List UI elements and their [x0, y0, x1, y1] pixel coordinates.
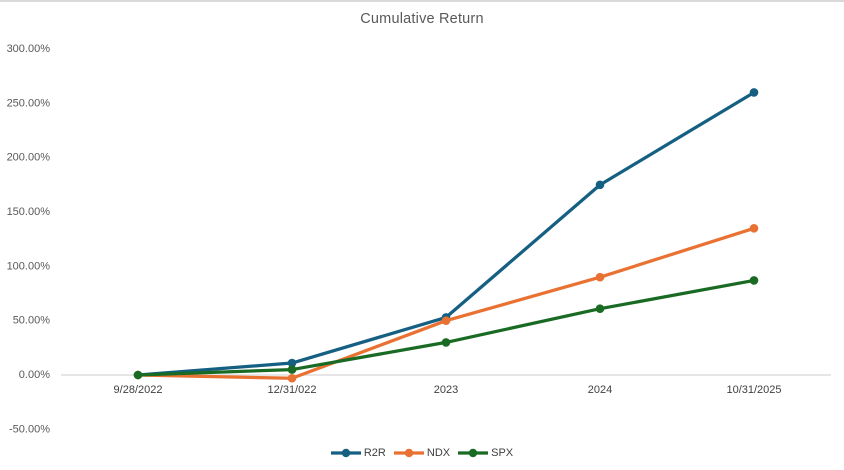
y-axis-tick-label: 200.00%: [7, 152, 51, 164]
series-marker-spx-3: [595, 304, 605, 314]
series-marker-r2r-1: [287, 358, 297, 368]
series-marker-ndx-2: [441, 316, 451, 325]
series-marker-spx-0: [133, 370, 143, 380]
legend-label-ndx: NDX: [426, 447, 451, 459]
y-axis-tick-label: 300.00%: [7, 43, 51, 55]
series-marker-spx-4: [749, 276, 759, 285]
y-axis-tick-label: -50.00%: [9, 423, 50, 435]
x-axis-tick-label: 9/28/2022: [114, 384, 163, 396]
series-marker-ndx-3: [595, 272, 605, 282]
series-marker-r2r-3: [595, 180, 605, 190]
legend-marker-r2r-icon: [330, 448, 361, 458]
y-axis-tick-label: 0.00%: [19, 369, 50, 381]
legend-marker-spx-icon: [458, 448, 489, 458]
x-axis-tick-label: 2023: [434, 384, 458, 396]
x-axis-tick-label: 10/31/2025: [726, 384, 781, 396]
legend-item-ndx: NDX: [393, 447, 451, 459]
y-axis-tick-label: 250.00%: [7, 97, 51, 109]
legend-item-spx: SPX: [458, 447, 513, 459]
chart-title: Cumulative Return: [360, 11, 484, 27]
y-axis-tick-label: 50.00%: [13, 315, 51, 327]
series-line-ndx: [136, 226, 756, 380]
series-marker-r2r-4: [749, 88, 759, 97]
x-axis-tick-label: 2024: [588, 384, 612, 396]
legend-item-r2r: R2R: [330, 447, 386, 459]
series-marker-spx-2: [441, 338, 451, 347]
series-line-r2r: [136, 90, 756, 377]
chart-top-border: [0, 0, 844, 2]
y-axis-tick-label: 100.00%: [7, 260, 51, 272]
series-marker-spx-1: [287, 365, 297, 374]
series-marker-ndx-1: [287, 373, 297, 383]
series-marker-ndx-4: [749, 224, 759, 233]
chart-legend: R2R NDX SPX: [0, 445, 844, 461]
x-axis-tick-label: 12/31/022: [268, 384, 317, 396]
series-line-spx: [136, 278, 756, 377]
legend-marker-ndx-icon: [393, 448, 424, 458]
y-axis-tick-label: 150.00%: [7, 206, 51, 218]
legend-label-r2r: R2R: [363, 447, 386, 459]
legend-label-spx: SPX: [491, 447, 514, 459]
